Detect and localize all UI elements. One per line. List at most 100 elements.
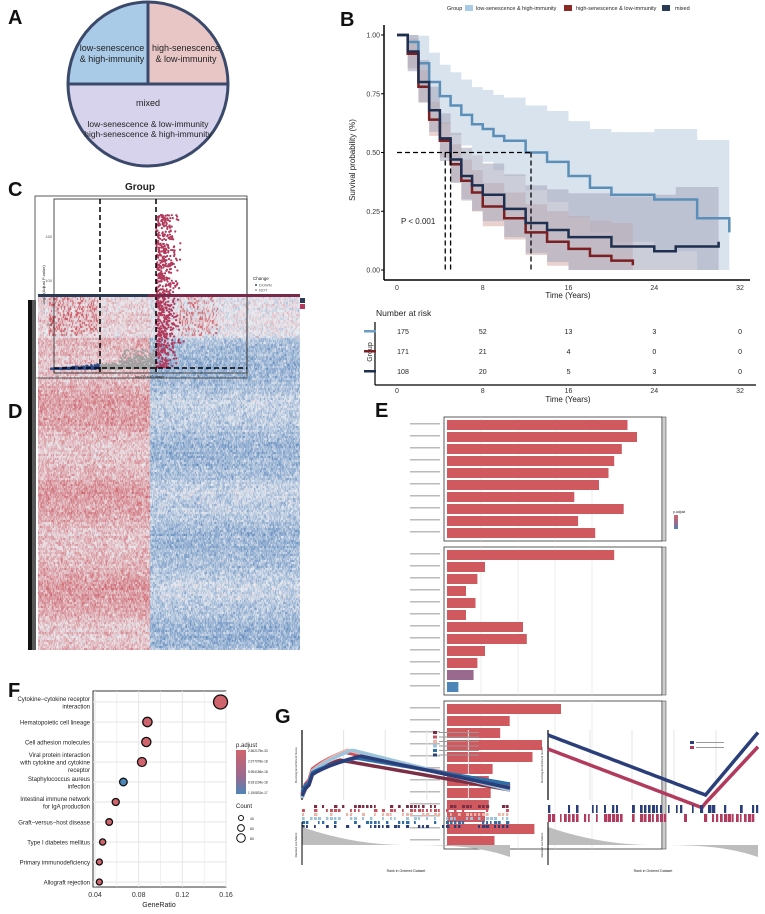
bar-label-placeholder	[410, 459, 440, 461]
gsea-plot-g: Running Enrichment Score Ranked List Metr…	[294, 730, 511, 873]
hit-mark	[310, 817, 313, 820]
category-label: receptor	[68, 768, 90, 774]
volcano-point	[163, 279, 166, 282]
volcano-point	[161, 356, 164, 359]
hit-mark	[434, 821, 437, 824]
x-tick: 0	[395, 388, 399, 395]
hit-mark	[616, 805, 619, 813]
enrichment-curve	[547, 745, 760, 810]
volcano-point	[144, 349, 147, 352]
legend-text-placeholder	[439, 750, 479, 751]
volcano-point	[165, 318, 168, 321]
hit-mark	[502, 825, 505, 828]
volcano-point	[155, 229, 158, 232]
hit-mark	[494, 817, 498, 820]
volcano-point	[135, 351, 138, 354]
hit-mark	[490, 817, 494, 820]
volcano-point	[176, 282, 179, 285]
hit-mark	[486, 825, 490, 828]
pie-slice-low-senescence	[68, 2, 148, 84]
risk-cell: 108	[397, 369, 409, 376]
bar	[447, 420, 628, 430]
hit-mark	[410, 805, 413, 808]
hit-mark	[648, 805, 651, 813]
volcano-point	[171, 249, 174, 252]
volcano-point	[169, 358, 172, 362]
hit-mark	[648, 814, 651, 822]
volcano-point	[162, 276, 166, 279]
volcano-point	[164, 336, 167, 339]
hit-mark	[660, 814, 664, 822]
volcano-point	[163, 237, 166, 241]
x-axis-label: GeneRatio	[142, 902, 176, 909]
volcano-point	[161, 264, 165, 267]
volcano-point	[170, 214, 173, 217]
y-axis-label: -log10(Adjust P-value)	[41, 265, 46, 305]
bar-label-placeholder	[410, 577, 440, 579]
volcano-point	[167, 245, 170, 249]
volcano-point	[168, 317, 171, 320]
bar	[447, 704, 561, 714]
volcano-point	[157, 231, 161, 234]
volcano-point	[176, 269, 179, 272]
volcano-point	[173, 354, 176, 357]
volcano-point	[162, 343, 165, 346]
hit-mark	[454, 825, 457, 828]
volcano-point	[168, 310, 171, 314]
volcano-title: Group	[125, 182, 155, 193]
hit-mark	[322, 821, 325, 824]
bar	[447, 824, 535, 834]
volcano-point	[170, 279, 173, 282]
volcano-point	[169, 282, 172, 285]
category-label: Cytokine−cytokine receptor	[17, 697, 90, 703]
hit-mark	[426, 813, 430, 816]
hit-mark	[386, 813, 390, 816]
volcano-point	[169, 334, 172, 338]
volcano-point	[156, 342, 159, 346]
volcano-point	[179, 242, 182, 245]
volcano-point	[161, 314, 164, 317]
hit-mark	[612, 805, 615, 813]
volcano-point	[167, 344, 171, 347]
volcano-point	[171, 364, 174, 367]
volcano-point	[157, 345, 160, 349]
bar	[447, 456, 615, 466]
hit-mark	[330, 817, 334, 820]
hit-mark	[342, 805, 345, 808]
volcano-point	[164, 224, 168, 227]
hit-mark	[744, 814, 747, 822]
bar-label-placeholder	[410, 423, 440, 425]
x-tick: 0	[127, 373, 130, 378]
volcano-point	[160, 338, 164, 342]
bar-label-placeholder	[410, 435, 440, 437]
legend-swatch	[690, 746, 694, 749]
legend-swatch	[433, 735, 437, 739]
volcano-point	[174, 284, 177, 287]
bar-label-placeholder	[410, 649, 440, 651]
volcano-point	[174, 257, 178, 260]
volcano-point	[167, 304, 170, 307]
hit-mark	[402, 809, 404, 812]
volcano-point	[162, 225, 166, 228]
hit-mark	[668, 805, 670, 813]
size-legend-circle	[237, 824, 245, 832]
hit-mark	[370, 825, 372, 828]
volcano-point	[157, 356, 160, 360]
volcano-point	[158, 224, 161, 227]
hit-mark	[506, 825, 509, 828]
volcano-point	[169, 288, 172, 292]
volcano-point	[157, 347, 160, 351]
bar-label-placeholder	[410, 495, 440, 497]
volcano-point	[166, 346, 169, 349]
panel-label-a: A	[8, 7, 22, 29]
x-tick: -5	[55, 373, 59, 378]
hit-mark	[370, 817, 373, 820]
volcano-point	[128, 356, 131, 359]
category-label: for IgA production	[43, 804, 90, 810]
bar	[447, 528, 596, 538]
hit-mark	[498, 821, 501, 824]
volcano-point	[164, 303, 167, 306]
volcano-point	[159, 242, 162, 245]
volcano-point	[140, 350, 143, 353]
bar-label-placeholder	[410, 779, 440, 781]
